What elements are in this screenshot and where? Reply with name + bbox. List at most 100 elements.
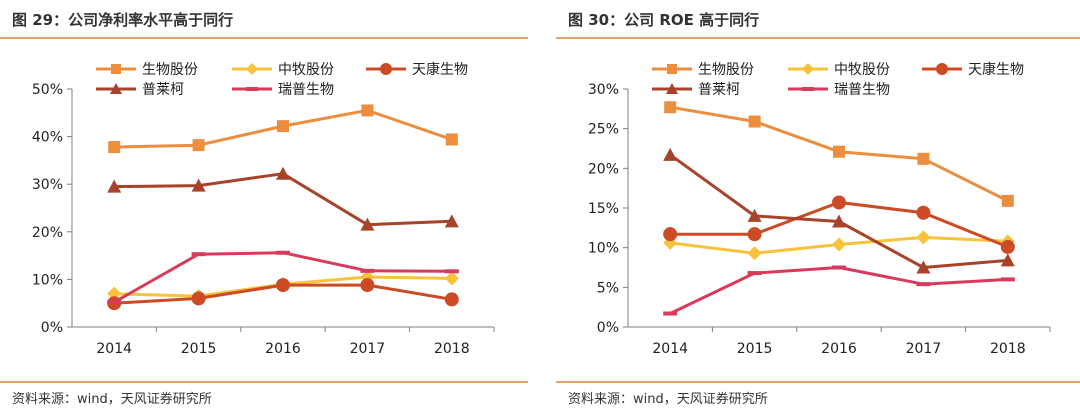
data-point — [1000, 253, 1015, 267]
y-tick-label: 5% — [597, 280, 619, 296]
data-point — [663, 227, 678, 242]
source-note: 资料来源：wind，天风证券研究所 — [568, 392, 768, 407]
data-point — [832, 265, 846, 270]
data-point — [444, 271, 459, 286]
chart-panel-roe: 图 30：公司 ROE 高于同行 0% 5% 10% 15% 20% 25% 30% 2014… — [556, 0, 1080, 417]
legend-marker — [666, 83, 678, 94]
data-point — [1001, 194, 1014, 207]
footer-divider — [556, 381, 1080, 383]
y-tick-label: 20% — [588, 161, 619, 177]
y-tick-label: 10% — [32, 272, 63, 288]
legend-label: 普莱柯 — [698, 82, 740, 98]
y-tick-label: 30% — [32, 177, 63, 193]
data-point — [916, 205, 931, 220]
legend-label: 天康生物 — [968, 61, 1024, 78]
data-point — [191, 291, 206, 306]
data-point — [107, 179, 122, 193]
data-point — [360, 217, 375, 231]
y-tick-label: 40% — [32, 130, 63, 146]
data-point — [663, 147, 678, 161]
legend-marker — [111, 64, 121, 74]
legend-label: 普莱柯 — [142, 82, 184, 98]
y-tick-label: 20% — [32, 225, 63, 241]
title-divider — [0, 37, 528, 39]
net-margin-line-chart: 0% 10% 20% 30% 40% 50% 2014 2015 2016 2017 2018 生物股… — [32, 61, 495, 357]
source-note: 资料来源：wind，天风证券研究所 — [12, 392, 212, 407]
data-point — [361, 104, 374, 117]
data-point — [191, 252, 206, 257]
data-point — [747, 208, 762, 222]
y-tick-label: 10% — [588, 241, 619, 257]
data-point — [192, 139, 205, 152]
data-point — [277, 120, 289, 133]
roe-line-chart: 0% 5% 10% 15% 20% 25% 30% 2014 2015 2016 2017 2018 生… — [588, 61, 1051, 357]
data-point — [832, 214, 846, 228]
data-point — [276, 166, 290, 180]
chart-title: 图 30：公司 ROE 高于同行 — [568, 11, 760, 29]
data-point — [1000, 239, 1015, 254]
chart-title: 图 29：公司净利率水平高于同行 — [12, 11, 234, 29]
data-point — [191, 178, 206, 192]
footer-divider — [0, 381, 528, 383]
legend-label: 天康生物 — [412, 61, 468, 78]
x-tick-label: 2018 — [434, 341, 470, 357]
data-point — [445, 133, 458, 146]
legend-label: 瑞普生物 — [834, 82, 890, 98]
data-point — [360, 268, 375, 273]
data-point — [107, 300, 122, 305]
x-tick-label: 2016 — [265, 341, 301, 357]
legend-label: 中牧股份 — [278, 62, 334, 78]
legend-marker — [110, 83, 122, 94]
data-point — [832, 237, 846, 252]
y-tick-label: 0% — [597, 320, 619, 336]
y-tick-label: 15% — [588, 201, 619, 217]
data-point — [832, 195, 846, 210]
data-point — [916, 260, 931, 274]
x-tick-label: 2017 — [906, 341, 942, 357]
data-point — [360, 278, 375, 293]
legend-label: 瑞普生物 — [278, 82, 334, 98]
legend-marker — [802, 87, 814, 91]
legend-marker — [802, 63, 814, 75]
legend-label: 生物股份 — [698, 62, 754, 78]
series-line — [114, 172, 452, 227]
x-tick-label: 2016 — [821, 341, 857, 357]
data-point — [833, 145, 845, 158]
data-point — [360, 270, 375, 285]
x-tick-label: 2018 — [990, 341, 1026, 357]
data-point — [444, 292, 459, 307]
data-point — [917, 152, 930, 165]
data-point — [664, 101, 677, 114]
series-line — [669, 266, 1008, 315]
data-point — [444, 214, 459, 228]
x-tick-label: 2015 — [181, 341, 217, 357]
chart-panel-net-margin: 图 29：公司净利率水平高于同行 0% 10% 20% 30% 40% 50% 2014 20… — [0, 0, 528, 417]
legend-marker — [246, 63, 258, 75]
data-point — [916, 230, 931, 245]
data-point — [276, 250, 290, 255]
data-point — [663, 311, 678, 316]
title-divider — [556, 37, 1080, 39]
legend-label: 中牧股份 — [834, 62, 890, 78]
data-point — [444, 269, 459, 274]
y-tick-label: 30% — [588, 82, 619, 98]
data-point — [748, 115, 761, 128]
legend-marker — [380, 63, 392, 75]
data-point — [1000, 277, 1015, 282]
data-point — [747, 271, 762, 276]
legend-label: 生物股份 — [142, 62, 198, 78]
x-tick-label: 2014 — [96, 341, 132, 357]
data-point — [108, 141, 121, 154]
x-tick-label: 2017 — [350, 341, 386, 357]
x-tick-label: 2014 — [652, 341, 688, 357]
legend-marker — [667, 64, 677, 74]
y-tick-label: 50% — [32, 82, 63, 98]
data-point — [747, 246, 762, 261]
data-point — [276, 278, 290, 293]
data-point — [747, 227, 762, 242]
y-tick-label: 0% — [41, 320, 63, 336]
y-tick-label: 25% — [588, 122, 619, 138]
data-point — [916, 282, 931, 287]
legend-marker — [246, 87, 258, 91]
x-tick-label: 2015 — [737, 341, 773, 357]
